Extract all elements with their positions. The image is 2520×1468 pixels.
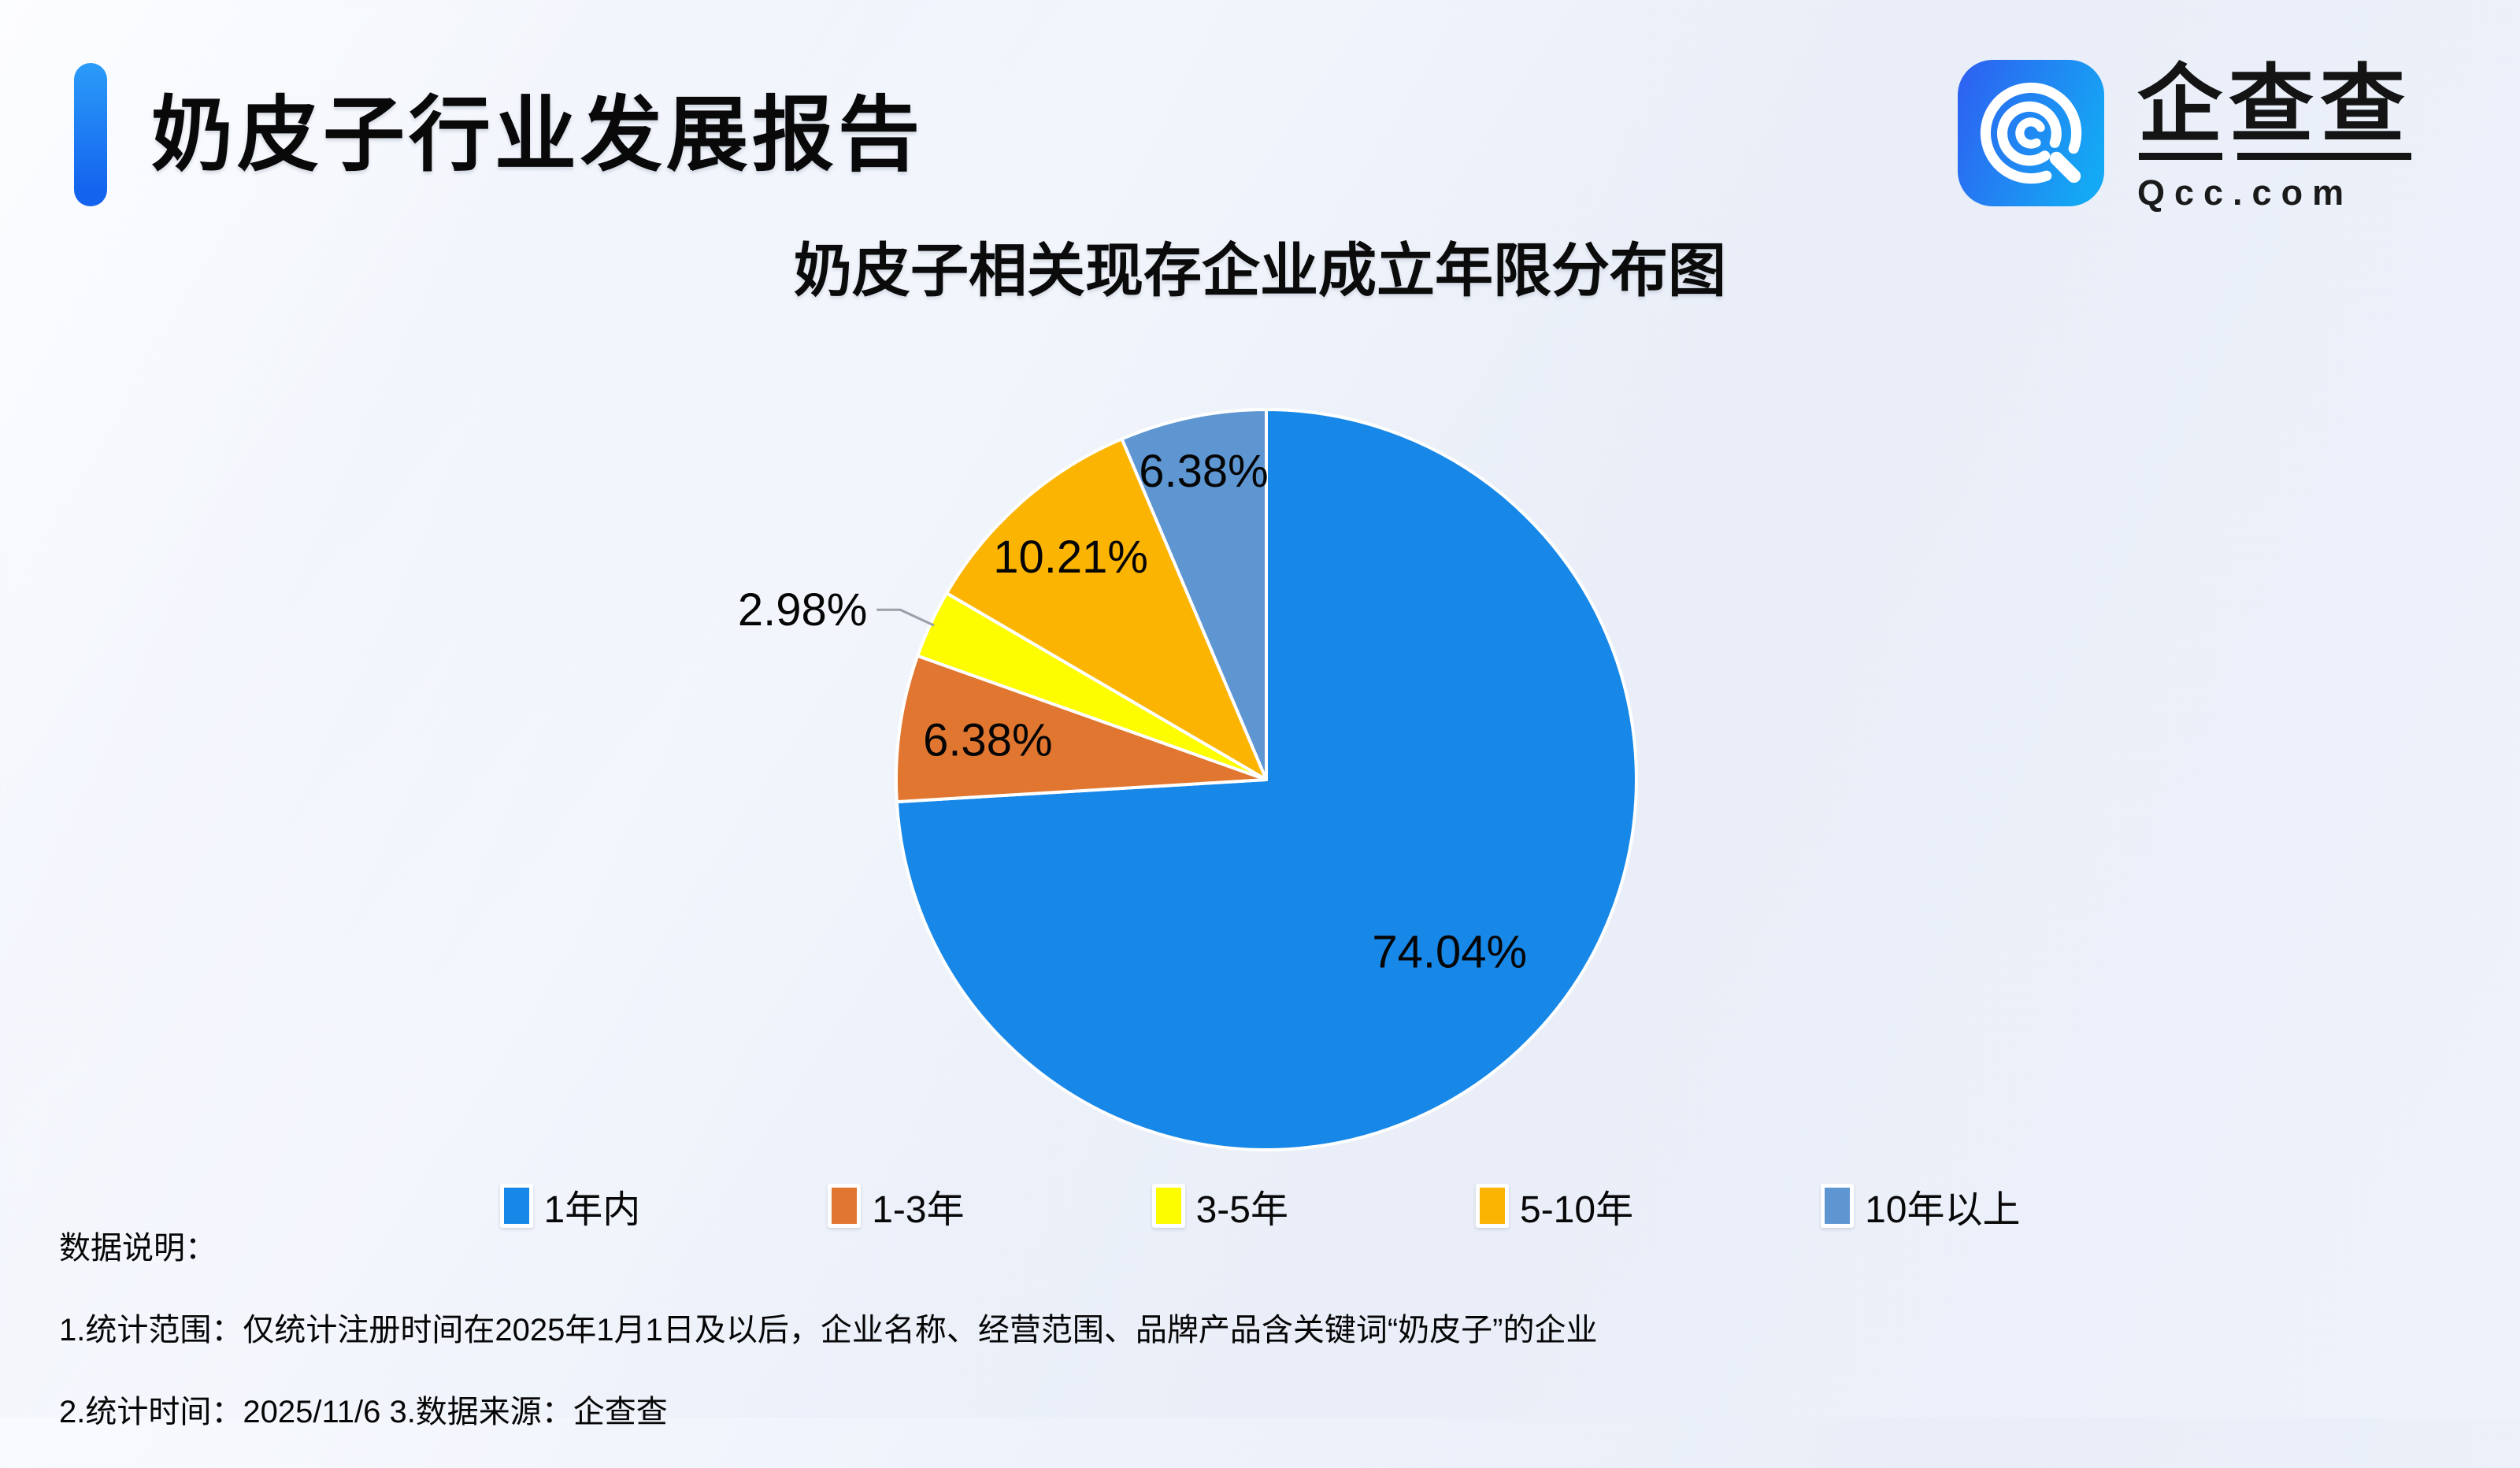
qcc-magnifier-icon [1958, 60, 2104, 206]
chart-legend: 1年内 1-3年 3-5年 5-10年 10年以上 [0, 1178, 2520, 1233]
data-notes: 数据说明： 1.统计范围：仅统计注册时间在2025年1月1日及以后，企业名称、经… [59, 1222, 1597, 1468]
legend-item-3-5-years[interactable]: 3-5年 [1151, 1178, 1288, 1233]
legend-swatch-within-1-year [499, 1184, 533, 1228]
pie-slice-over-10-years[interactable] [1120, 408, 1268, 781]
logo-name-label: 企查查 [2137, 57, 2412, 152]
report-title: 奶皮子行业发展报告 [151, 90, 925, 181]
legend-label-within-1-year: 1年内 [543, 1189, 641, 1231]
notes-heading: 数据说明： [59, 1231, 217, 1266]
pie-slice-5-10-years[interactable] [945, 437, 1268, 781]
legend-label-1-3-years: 1-3年 [872, 1189, 965, 1231]
legend-item-5-10-years[interactable]: 5-10年 [1476, 1178, 1633, 1233]
pie-slice-1-3-years[interactable] [895, 654, 1268, 804]
logo-underline-right [2236, 153, 2412, 161]
legend-label-over-10-years: 10年以上 [1865, 1189, 2021, 1231]
pie-label-5-10-years: 10.21% [993, 532, 1148, 583]
pie-label-1-3-years: 6.38% [923, 714, 1052, 766]
pie-chart: 74.04% 6.38% 2.98% 10.21% 6.38% [738, 408, 1638, 1151]
logo-underline-left [2139, 153, 2222, 161]
legend-swatch-5-10-years [1476, 1184, 1509, 1228]
legend-swatch-3-5-years [1151, 1184, 1185, 1228]
legend-item-within-1-year[interactable]: 1年内 [499, 1178, 641, 1233]
pie-label-over-10-years: 6.38% [1139, 446, 1268, 497]
chart-title: 奶皮子相关现存企业成立年限分布图 [794, 238, 1726, 303]
notes-line-1: 1.统计范围：仅统计注册时间在2025年1月1日及以后，企业名称、经营范围、品牌… [59, 1313, 1598, 1348]
legend-label-5-10-years: 5-10年 [1520, 1189, 1634, 1231]
pie-label-3-5-years: 2.98% [738, 584, 867, 636]
qcc-logo[interactable]: 企查查 Qcc.com [1958, 60, 2414, 213]
notes-line-2: 2.统计时间：2025/11/6 3.数据来源：企查查 [59, 1395, 668, 1429]
logo-name: 企查查 [2137, 57, 2414, 161]
pie-label-within-1-year: 74.04% [1372, 927, 1527, 978]
logo-text: 企查查 Qcc.com [2137, 60, 2414, 213]
pie-label-leader-line [876, 608, 935, 627]
title-accent-bar [74, 63, 107, 206]
legend-swatch-over-10-years [1821, 1184, 1855, 1228]
legend-swatch-1-3-years [828, 1184, 862, 1228]
legend-item-over-10-years[interactable]: 10年以上 [1821, 1178, 2020, 1233]
legend-item-1-3-years[interactable]: 1-3年 [828, 1178, 965, 1233]
logo-domain: Qcc.com [2137, 172, 2354, 213]
legend-label-3-5-years: 3-5年 [1195, 1189, 1288, 1231]
